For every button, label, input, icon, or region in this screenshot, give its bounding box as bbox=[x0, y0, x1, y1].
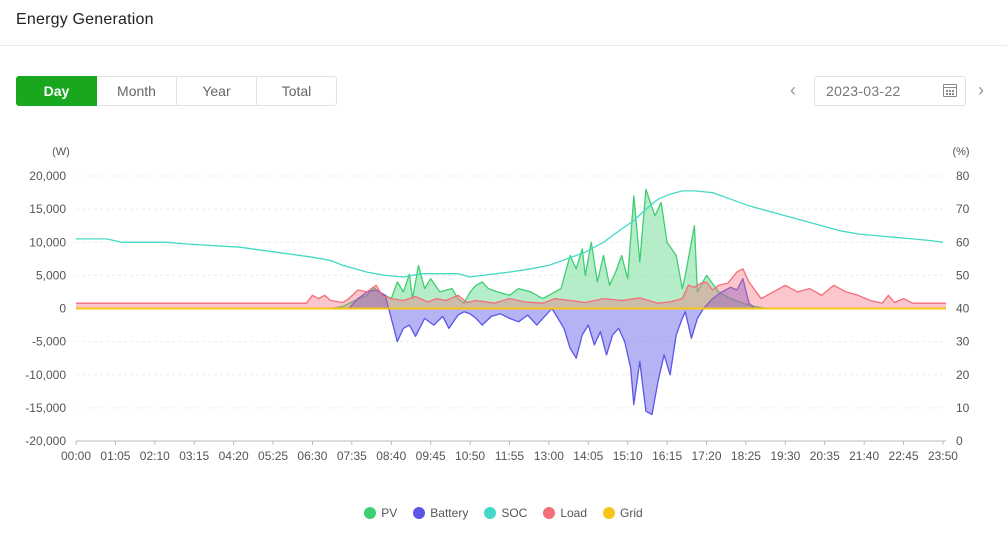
pv-series-line bbox=[76, 188, 946, 310]
y-left-tick-label: -20,000 bbox=[25, 434, 66, 448]
x-tick-label: 03:15 bbox=[179, 449, 209, 463]
x-tick-label: 22:45 bbox=[889, 449, 919, 463]
x-tick-label: 17:20 bbox=[692, 449, 722, 463]
calendar-icon[interactable] bbox=[943, 84, 957, 97]
legend-swatch bbox=[364, 507, 377, 519]
x-tick-label: 11:55 bbox=[495, 449, 524, 463]
soc-series-line bbox=[76, 190, 944, 278]
x-tick-label: 08:40 bbox=[376, 449, 406, 463]
y-left-tick-label: 10,000 bbox=[29, 235, 66, 249]
y-left-tick-label: -15,000 bbox=[25, 401, 66, 415]
y-right-unit-label: (%) bbox=[952, 146, 969, 158]
y-left-tick-label: -5,000 bbox=[32, 335, 66, 349]
y-left-tick-label: 15,000 bbox=[29, 202, 66, 216]
x-tick-label: 20:35 bbox=[810, 449, 840, 463]
x-tick-label: 07:35 bbox=[337, 449, 367, 463]
x-tick-label: 14:05 bbox=[573, 449, 603, 463]
legend-swatch bbox=[543, 507, 556, 519]
legend-swatch bbox=[603, 507, 616, 519]
period-tabs: Day Month Year Total bbox=[16, 76, 337, 106]
x-tick-label: 04:20 bbox=[219, 449, 249, 463]
y-left-unit-label: (W) bbox=[52, 146, 70, 158]
legend-label: Battery bbox=[430, 506, 469, 520]
tab-year[interactable]: Year bbox=[177, 76, 257, 106]
x-tick-label: 23:50 bbox=[928, 449, 958, 463]
chevron-right-icon[interactable]: › bbox=[978, 80, 984, 100]
legend-item-soc[interactable]: SOC bbox=[484, 506, 527, 520]
y-right-tick-label: 70 bbox=[956, 202, 970, 216]
y-right-tick-label: 80 bbox=[956, 169, 970, 183]
y-right-tick-label: 60 bbox=[956, 235, 970, 249]
y-left-tick-label: 20,000 bbox=[29, 169, 66, 183]
load-series-line bbox=[76, 268, 946, 304]
x-tick-label: 15:10 bbox=[613, 449, 643, 463]
legend-label: Load bbox=[560, 506, 588, 520]
y-left-tick-label: 0 bbox=[59, 302, 66, 316]
chart-legend: PV Battery SOC Load Grid bbox=[0, 506, 1007, 520]
y-left-tick-label: -10,000 bbox=[25, 368, 66, 382]
date-value: 2023-03-22 bbox=[826, 83, 901, 99]
x-tick-label: 21:40 bbox=[849, 449, 879, 463]
y-right-tick-label: 30 bbox=[956, 335, 970, 349]
y-right-tick-label: 20 bbox=[956, 368, 970, 382]
x-tick-label: 19:30 bbox=[770, 449, 800, 463]
legend-label: Grid bbox=[620, 506, 643, 520]
date-picker[interactable]: 2023-03-22 bbox=[814, 76, 966, 106]
x-tick-label: 10:50 bbox=[455, 449, 485, 463]
x-tick-label: 18:25 bbox=[731, 449, 761, 463]
x-tick-label: 06:30 bbox=[297, 449, 327, 463]
x-tick-label: 02:10 bbox=[140, 449, 170, 463]
energy-chart: -20,000 -15,000 -10,000 -5,000 0 5,000 10,000 1… bbox=[25, 146, 970, 463]
x-tick-label: 01:05 bbox=[100, 449, 130, 463]
legend-swatch bbox=[413, 507, 426, 519]
pv-series-area bbox=[76, 189, 946, 309]
legend-label: SOC bbox=[501, 506, 528, 520]
legend-item-grid[interactable]: Grid bbox=[603, 506, 643, 520]
y-right-tick-label: 40 bbox=[956, 302, 970, 316]
legend-item-load[interactable]: Load bbox=[543, 506, 587, 520]
tab-day[interactable]: Day bbox=[16, 76, 97, 106]
y-left-tick-label: 5,000 bbox=[36, 268, 66, 282]
y-right-tick-label: 50 bbox=[956, 268, 970, 282]
legend-swatch bbox=[484, 507, 497, 519]
header-bar: Energy Generation bbox=[0, 0, 1007, 46]
page-title: Energy Generation bbox=[16, 11, 154, 28]
legend-label: PV bbox=[381, 506, 398, 520]
y-right-tick-label: 0 bbox=[956, 434, 963, 448]
tab-total[interactable]: Total bbox=[257, 76, 337, 106]
battery-series-line bbox=[76, 278, 946, 416]
load-series-area bbox=[76, 268, 946, 309]
legend-item-battery[interactable]: Battery bbox=[413, 506, 468, 520]
legend-item-pv[interactable]: PV bbox=[364, 506, 397, 520]
x-tick-label: 16:15 bbox=[652, 449, 682, 463]
x-tick-label: 13:00 bbox=[534, 449, 564, 463]
chevron-left-icon[interactable]: ‹ bbox=[790, 80, 796, 100]
y-right-tick-label: 10 bbox=[956, 401, 970, 415]
x-tick-label: 00:00 bbox=[61, 449, 91, 463]
x-tick-label: 09:45 bbox=[416, 449, 446, 463]
tab-month[interactable]: Month bbox=[97, 76, 177, 106]
x-tick-label: 05:25 bbox=[258, 449, 288, 463]
